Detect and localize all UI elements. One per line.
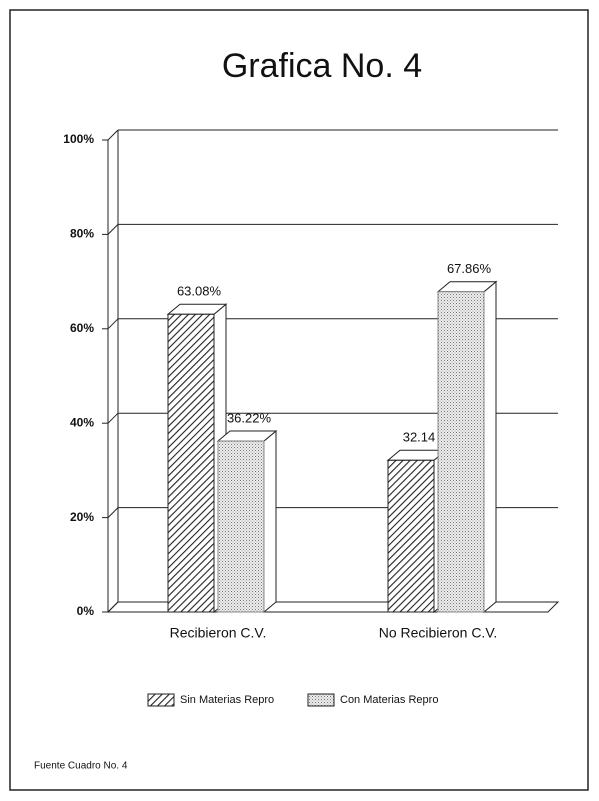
y-tick-label: 40% [70, 415, 94, 429]
grid-line [107, 129, 119, 141]
grid-line [107, 412, 119, 424]
legend-label: Sin Materias Repro [180, 694, 274, 706]
bar-side [263, 429, 277, 614]
frame [9, 9, 589, 791]
bar [167, 313, 215, 613]
y-tick-label: 60% [70, 321, 94, 335]
grid-line [107, 507, 119, 518]
legend-label: Con Materias Repro [340, 694, 438, 706]
y-tick-label: 100% [63, 132, 94, 146]
y-tick-label: 20% [70, 510, 94, 524]
bar-side [483, 280, 497, 614]
bar [217, 440, 265, 613]
y-tick-label: 0% [77, 604, 95, 618]
bar [387, 459, 435, 613]
value-label: 32.14 [403, 430, 436, 445]
grid-line [107, 224, 119, 235]
x-tick-label: No Recibieron C.V. [379, 625, 498, 641]
bar [437, 291, 485, 613]
y-tick-label: 80% [70, 227, 94, 241]
chart-title: Grafica No. 4 [222, 47, 422, 85]
grid-line [107, 601, 119, 613]
x-tick-label: Recibieron C.V. [170, 625, 267, 641]
legend-swatch [307, 693, 335, 707]
value-label: 63.08% [177, 284, 222, 299]
value-label: 67.86% [447, 261, 492, 276]
grid-line [107, 318, 119, 330]
legend-swatch [147, 693, 175, 707]
source-note: Fuente Cuadro No. 4 [34, 761, 128, 772]
value-label: 36.22% [227, 410, 272, 425]
